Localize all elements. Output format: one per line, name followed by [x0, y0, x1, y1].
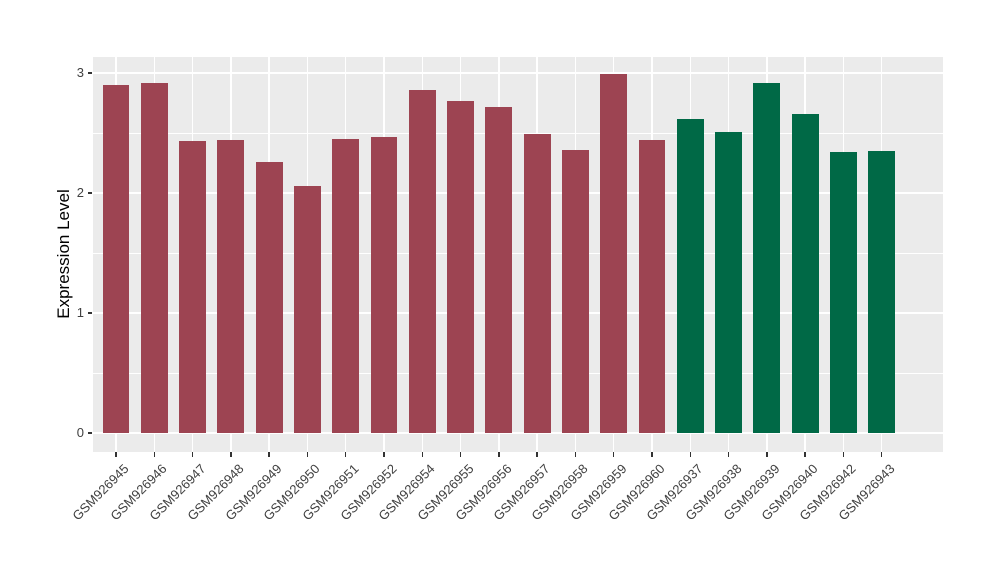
x-tick	[574, 452, 577, 457]
bar-GSM926940	[791, 113, 819, 433]
bar-GSM926943	[868, 151, 896, 433]
minor-gridline	[93, 372, 943, 374]
bar-GSM926949	[255, 161, 283, 433]
y-tick	[88, 72, 92, 74]
x-tick	[766, 452, 768, 457]
minor-gridline	[93, 132, 943, 134]
bar-GSM926952	[370, 136, 398, 433]
y-tick-label: 2	[76, 185, 84, 200]
major-gridline	[93, 192, 943, 194]
bar-GSM926960	[638, 140, 666, 433]
x-tick	[727, 452, 730, 457]
bar-GSM926942	[830, 152, 857, 433]
x-tick	[880, 452, 883, 457]
bar-GSM926950	[294, 185, 321, 433]
bar-GSM926956	[485, 106, 513, 433]
major-gridline	[93, 72, 943, 74]
plot-panel	[93, 57, 943, 452]
x-tick	[498, 452, 500, 457]
x-tick	[383, 452, 385, 457]
y-tick	[88, 312, 92, 314]
minor-gridline	[93, 252, 943, 254]
x-tick	[689, 452, 692, 457]
bar-GSM926948	[217, 140, 245, 433]
x-tick	[421, 452, 424, 457]
y-tick-label: 3	[76, 65, 84, 80]
bar-GSM926958	[562, 149, 589, 433]
y-tick-label: 0	[76, 425, 84, 440]
y-axis-title: Expression Level	[54, 189, 73, 319]
bar-GSM926951	[332, 139, 360, 433]
bar-GSM926955	[447, 100, 474, 433]
x-tick	[651, 452, 653, 457]
bar-GSM926959	[600, 74, 628, 433]
x-tick	[459, 452, 462, 457]
x-tick	[306, 452, 309, 457]
x-tick	[115, 452, 117, 457]
bar-GSM926937	[676, 118, 704, 433]
x-tick	[191, 452, 194, 457]
x-tick	[804, 452, 806, 457]
bar-GSM926954	[408, 89, 436, 433]
x-tick	[268, 452, 270, 457]
x-tick	[536, 452, 538, 457]
major-gridline	[93, 312, 943, 314]
x-tick	[153, 452, 155, 457]
x-tick	[344, 452, 347, 457]
x-tick	[842, 452, 845, 457]
bar-GSM926957	[523, 134, 551, 433]
bar-GSM926947	[179, 141, 206, 433]
bar-GSM926938	[715, 131, 742, 433]
major-gridline	[93, 432, 943, 434]
y-tick-label: 1	[76, 305, 84, 320]
bar-GSM926946	[140, 82, 168, 433]
y-tick	[88, 192, 92, 194]
x-tick	[612, 452, 615, 457]
x-tick	[230, 452, 232, 457]
y-tick	[88, 432, 92, 434]
bar-GSM926945	[102, 85, 130, 433]
bar-GSM926939	[753, 82, 781, 433]
